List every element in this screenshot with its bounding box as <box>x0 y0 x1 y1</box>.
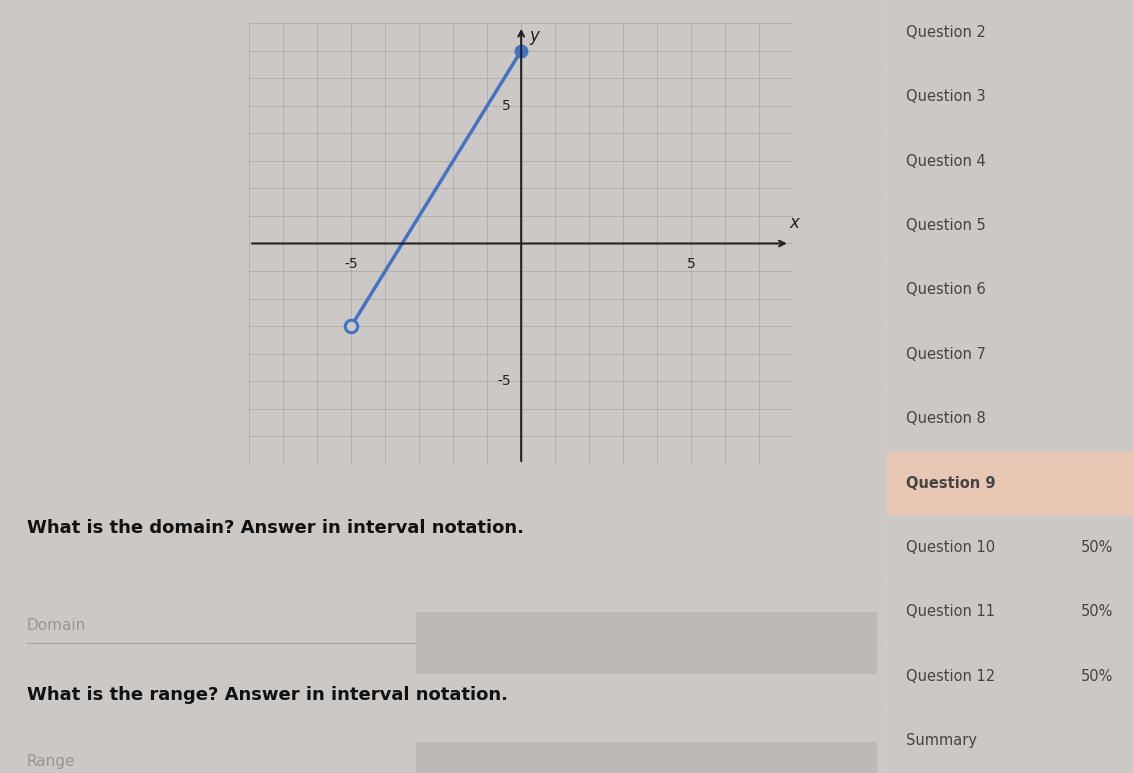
Text: -5: -5 <box>344 257 358 271</box>
Text: 50%: 50% <box>1081 604 1114 619</box>
Text: Question 10: Question 10 <box>905 540 995 555</box>
Bar <box>417 742 877 773</box>
Text: Question 4: Question 4 <box>905 154 986 169</box>
Text: Question 8: Question 8 <box>905 411 986 426</box>
Text: 5: 5 <box>502 99 511 113</box>
Text: Domain: Domain <box>26 618 86 633</box>
Bar <box>886 451 1133 516</box>
Bar <box>417 612 877 674</box>
Text: 50%: 50% <box>1081 540 1114 555</box>
Text: Question 5: Question 5 <box>905 218 986 233</box>
Text: Question 2: Question 2 <box>905 25 986 39</box>
Text: Question 6: Question 6 <box>905 282 986 298</box>
Text: x: x <box>790 214 800 233</box>
Text: What is the domain? Answer in interval notation.: What is the domain? Answer in interval n… <box>26 519 523 537</box>
Text: 50%: 50% <box>1081 669 1114 684</box>
Text: What is the range? Answer in interval notation.: What is the range? Answer in interval no… <box>26 686 508 704</box>
Text: y: y <box>529 27 539 46</box>
Text: Question 9: Question 9 <box>905 475 995 491</box>
Text: Question 12: Question 12 <box>905 669 995 684</box>
Text: Question 3: Question 3 <box>905 89 986 104</box>
Text: Summary: Summary <box>905 734 977 748</box>
Text: -5: -5 <box>497 374 511 388</box>
Text: Range: Range <box>26 754 75 769</box>
Text: Question 11: Question 11 <box>905 604 995 619</box>
Text: 5: 5 <box>687 257 696 271</box>
Text: Question 7: Question 7 <box>905 347 986 362</box>
